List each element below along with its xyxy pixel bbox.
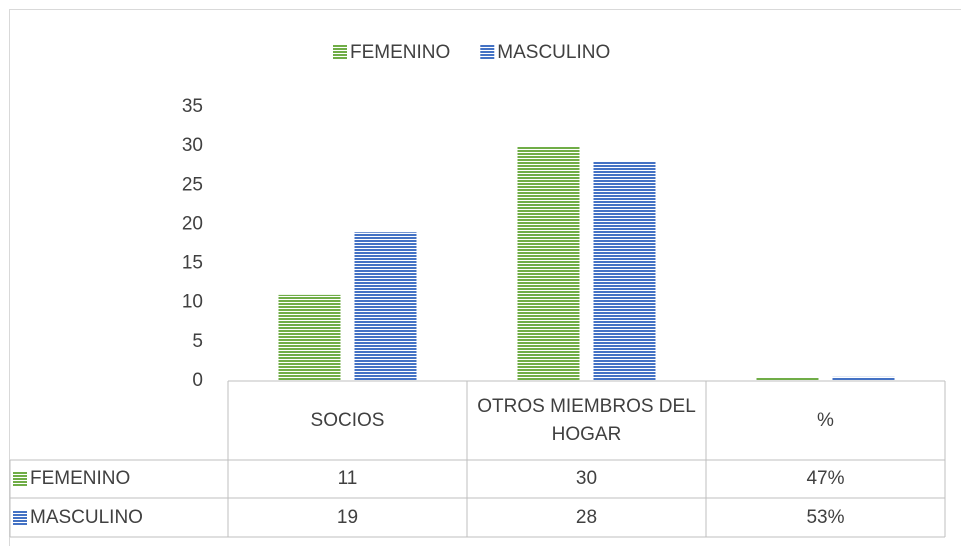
y-tick-label: 0: [192, 370, 203, 391]
legend-label: FEMENINO: [350, 42, 450, 63]
legend-key: [333, 45, 347, 59]
y-tick-label: 10: [182, 292, 203, 313]
bar: [756, 377, 819, 381]
table-cell: 11: [337, 468, 358, 489]
bar: [517, 146, 580, 381]
table-cell: 53%: [806, 506, 845, 528]
table-legend-key: [13, 472, 27, 486]
table-header: %: [817, 409, 834, 431]
table-header: SOCIOS: [310, 409, 385, 431]
bar: [832, 376, 895, 381]
y-tick-label: 25: [182, 174, 203, 195]
table-row-header: MASCULINO: [11, 498, 228, 537]
table-row-label: MASCULINO: [30, 506, 143, 528]
bar: [593, 161, 656, 381]
table-cell: 19: [336, 506, 359, 528]
y-tick-label: 20: [182, 213, 203, 234]
y-tick-label: 30: [182, 135, 203, 156]
table-row-header: FEMENINO: [11, 460, 228, 498]
y-tick-label: 5: [192, 331, 203, 352]
chart-border: [9, 9, 961, 546]
legend-label: MASCULINO: [497, 42, 610, 63]
legend-key: [480, 45, 495, 59]
table-header: OTROS MIEMBROS DEL HOGAR: [477, 395, 696, 445]
table-legend-key: [13, 510, 27, 525]
table-cell: 30: [575, 468, 598, 489]
bar: [278, 294, 341, 381]
table-cell: 28: [575, 506, 598, 528]
y-tick-label: 15: [182, 253, 203, 274]
table-cell: 47%: [806, 468, 845, 489]
y-tick-label: 35: [182, 96, 203, 117]
bar: [354, 232, 417, 381]
table-row-label: FEMENINO: [30, 468, 131, 489]
